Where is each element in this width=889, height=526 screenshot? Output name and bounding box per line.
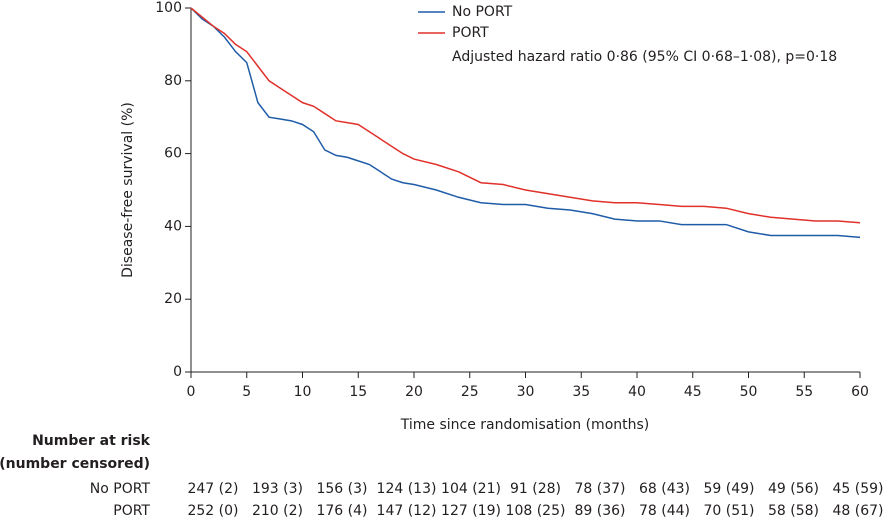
x-tick-label: 45 [684,384,702,400]
series-line [190,7,861,224]
risk-value: 210 (2) [252,503,303,519]
risk-value: 176 (4) [316,503,367,519]
risk-value: 124 (13) [377,481,437,497]
x-tick-label: 5 [242,384,251,400]
risk-value: 78 (44) [639,503,690,519]
risk-value: 58 (58) [768,503,819,519]
y-tick-label: 60 [164,146,182,162]
risk-row-label: PORT [113,503,150,519]
legend-label: PORT [452,25,489,41]
annotation: Adjusted hazard ratio 0·86 (95% CI 0·68–… [452,49,837,65]
risk-value: 45 (59) [832,481,883,497]
risk-value: 108 (25) [506,503,566,519]
risk-value: 89 (36) [574,503,625,519]
x-tick-label: 0 [187,384,196,400]
x-tick-label: 25 [461,384,479,400]
y-axis-label: Disease-free survival (%) [120,102,136,278]
x-tick-label: 55 [795,384,813,400]
x-tick-label: 20 [405,384,423,400]
y-tick-label: 20 [164,291,182,307]
y-tick-label: 100 [155,0,182,16]
risk-value: 247 (2) [187,481,238,497]
x-tick-label: 15 [349,384,367,400]
legend-label: No PORT [452,4,513,20]
x-axis-label: Time since randomisation (months) [400,417,650,433]
x-tick-label: 35 [572,384,590,400]
risk-value: 49 (56) [768,481,819,497]
risk-value: 70 (51) [703,503,754,519]
risk-subtitle: (number censored) [0,456,150,472]
risk-value: 127 (19) [441,503,501,519]
risk-value: 147 (12) [377,503,437,519]
risk-value: 78 (37) [574,481,625,497]
risk-value: 252 (0) [187,503,238,519]
risk-value: 104 (21) [441,481,501,497]
y-tick-label: 80 [164,73,182,89]
x-tick-label: 30 [517,384,535,400]
x-tick-label: 10 [294,384,312,400]
risk-row-label: No PORT [90,481,151,497]
x-tick-label: 40 [628,384,646,400]
risk-value: 91 (28) [510,481,561,497]
risk-value: 48 (67) [832,503,883,519]
risk-value: 193 (3) [252,481,303,497]
risk-title: Number at risk [32,433,151,449]
series-line [190,7,861,239]
risk-value: 68 (43) [639,481,690,497]
risk-value: 59 (49) [703,481,754,497]
y-tick-label: 40 [164,218,182,234]
y-tick-label: 0 [173,364,182,380]
x-tick-label: 60 [851,384,869,400]
risk-value: 156 (3) [316,481,367,497]
x-tick-label: 50 [740,384,758,400]
